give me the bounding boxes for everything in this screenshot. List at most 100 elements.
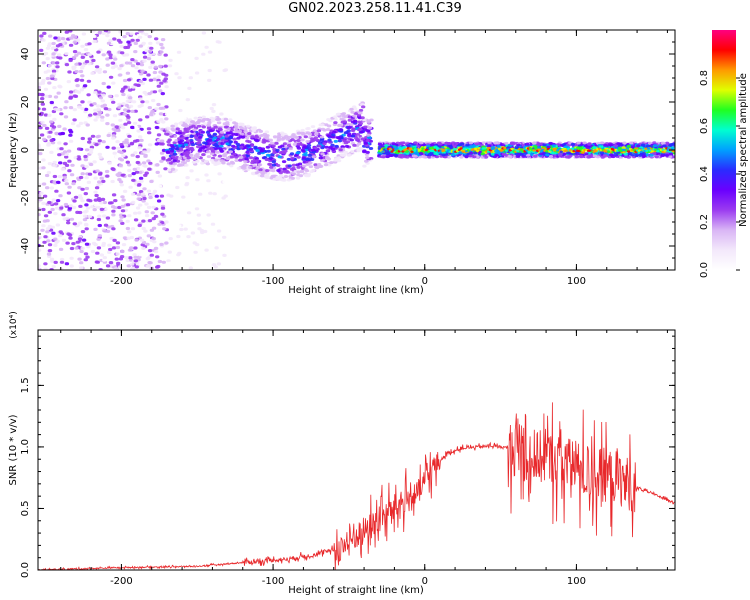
spectrogram-cell (160, 212, 165, 216)
spectrogram-cell (200, 146, 205, 150)
spectrogram-cell (80, 199, 85, 203)
spectrogram-cell (449, 146, 454, 150)
spectrogram-cell (210, 147, 215, 151)
spectrogram-cell (47, 210, 52, 214)
spectrogram-cell (510, 147, 514, 151)
spectrogram-cell (100, 115, 105, 119)
spectrogram-cell (384, 144, 389, 148)
spectrogram-cell (163, 64, 168, 68)
spectrogram-cell (192, 157, 197, 161)
spectrogram-cell (316, 129, 322, 133)
spectrogram-cell (102, 200, 108, 205)
spectrogram-cell (268, 168, 274, 172)
spectrogram-cell (556, 149, 560, 152)
spectrogram-cell (123, 122, 128, 126)
spectrogram-cell (162, 79, 167, 83)
spectrogram-cell (165, 151, 171, 155)
spectrogram-cell (193, 116, 198, 120)
spectrogram-cell (561, 143, 567, 147)
spectrogram-cell (101, 81, 106, 86)
spectrogram-cell (480, 152, 485, 156)
spectrogram-cell (137, 146, 142, 150)
spectrogram-cell (627, 152, 633, 155)
spectrogram-cell (116, 146, 121, 150)
spectrogram-cell (211, 226, 216, 230)
spectrogram-cell (38, 236, 41, 240)
spectrogram-cell (80, 107, 85, 111)
spectrogram-cell (426, 150, 430, 153)
spectrogram-cell (107, 201, 113, 205)
spectrogram-cell (616, 142, 621, 146)
spectrogram-cell (88, 162, 94, 167)
spectrogram-cell (67, 159, 72, 163)
spectrogram-cell (187, 147, 193, 151)
spectrogram-cell (55, 65, 60, 69)
spectrogram-cell (57, 84, 62, 88)
spectrogram-cell (71, 67, 77, 71)
spectrogram-cell (74, 78, 79, 83)
spectrogram-cell (131, 200, 136, 204)
spectrogram-cell (186, 235, 191, 239)
spectrogram-cell (652, 144, 658, 148)
spectrogram-cell (106, 41, 112, 45)
spectrogram-cell (276, 134, 281, 138)
spectrogram-cell (170, 124, 175, 128)
spectrogram-cell (388, 147, 392, 150)
spectrogram-cell (146, 127, 152, 131)
spectrogram-cell (325, 128, 331, 131)
spectrogram-cell (154, 107, 159, 111)
spectrogram-cell (367, 126, 373, 130)
spectrogram-cell (242, 163, 248, 167)
spectrogram-cell (280, 144, 285, 148)
spectrogram-cell (246, 124, 251, 128)
spectrogram-cell (609, 143, 614, 147)
spectrogram-cell (169, 144, 174, 147)
spectrogram-cell (64, 30, 70, 34)
spectrogram-cell (84, 227, 89, 231)
snr-x-tick-label: -100 (262, 576, 285, 587)
spectrogram-cell (133, 259, 138, 263)
spectrogram-cell (87, 62, 92, 66)
spectrogram-cell (308, 165, 314, 169)
spectrogram-cell (475, 149, 480, 153)
spectrogram-cell (207, 50, 213, 54)
spectrogram-cell (101, 93, 106, 97)
spectrogram-cell (244, 157, 249, 161)
spectrogram-cell (102, 258, 107, 262)
spectrogram-cell (381, 155, 386, 159)
spectrogram-cell (324, 123, 329, 127)
spectrogram-cell (39, 48, 44, 53)
spectrogram-cell (105, 229, 111, 233)
spectrogram-cell (54, 206, 60, 210)
spectrogram-cell (108, 261, 114, 265)
spectrogram-cell (160, 38, 166, 42)
spectrogram-cell (353, 119, 358, 123)
spectrogram-cell (166, 168, 172, 172)
spectrogram-cell (219, 144, 224, 148)
spectrogram-cell (452, 148, 457, 151)
spectrogram-cell (95, 104, 101, 108)
spectrogram-cell (213, 170, 218, 174)
spectrogram-cell (80, 230, 86, 234)
spectrogram-cell (217, 135, 222, 139)
spectrogram-cell (559, 150, 563, 153)
spectrogram-cell (128, 104, 134, 108)
spectrogram-cell (281, 160, 287, 164)
spectrogram-cell (55, 223, 61, 227)
spectrogram-cell (421, 155, 426, 159)
spectrogram-cell (143, 153, 148, 157)
spectrogram-cell (315, 138, 320, 142)
spectrogram-cell (319, 135, 325, 139)
spectrogram-cell (93, 190, 98, 194)
spectrogram-cell (76, 157, 82, 161)
spectrogram-cell (145, 115, 150, 119)
spectrogram-cell (68, 204, 73, 208)
spectrogram-cell (147, 106, 152, 110)
spectrogram-cell (304, 157, 310, 161)
spectrogram-cell (133, 139, 138, 143)
spectrogram-cell (148, 195, 153, 200)
spectrogram-cell (138, 97, 143, 101)
spectrogram-cell (38, 107, 41, 111)
spectrogram-cell (136, 197, 141, 201)
spectrogram-cell (661, 142, 666, 145)
